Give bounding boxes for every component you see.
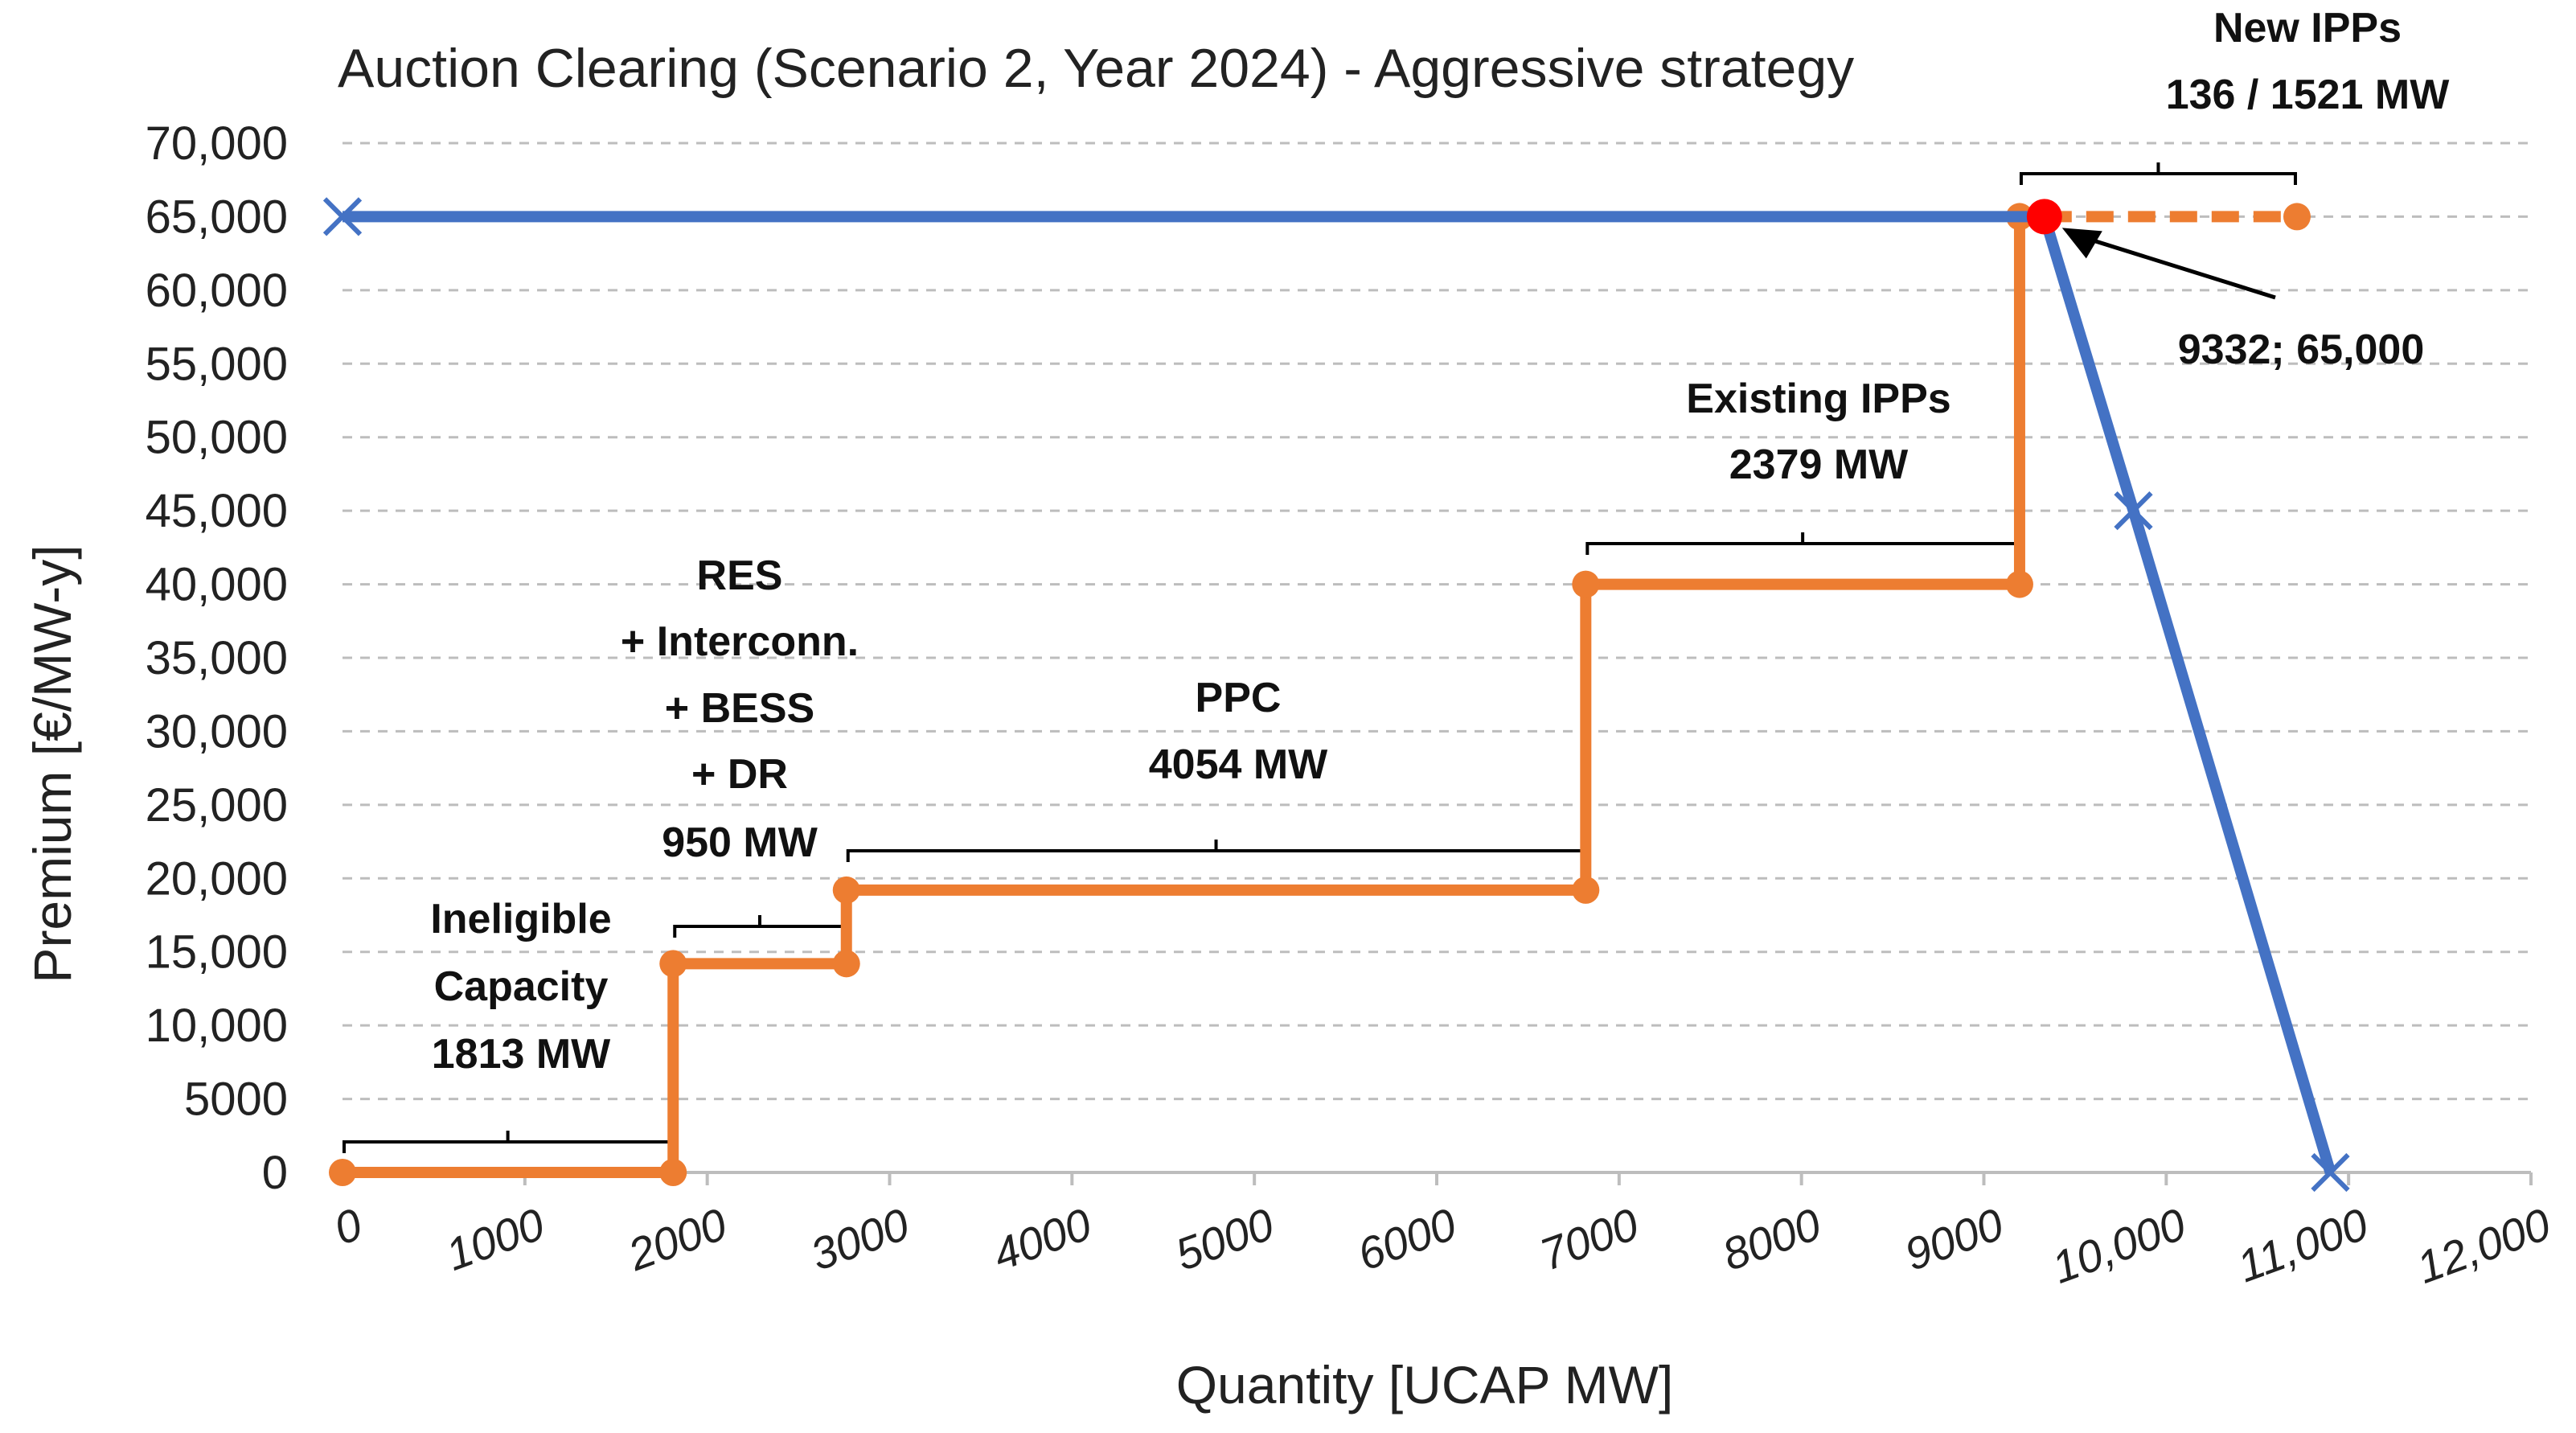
y-tick-label: 65,000 (146, 191, 288, 243)
bracket-existing (1585, 532, 2020, 555)
annotation-res-line: RES (697, 552, 783, 599)
x-tick-label: 11,000 (2231, 1198, 2375, 1291)
y-tick-label: 55,000 (146, 338, 288, 390)
clearing-point-label: 9332; 65,000 (2178, 326, 2425, 373)
y-tick-label: 35,000 (146, 632, 288, 684)
series-point (2114, 491, 2153, 531)
annotation-res-line: + BESS (665, 685, 814, 732)
annotations: Ineligible Capacity 1813 MW RES + Interconn.… (343, 5, 2451, 1153)
y-tick-label: 0 (262, 1147, 288, 1199)
annotation-ineligible-line: Capacity (434, 963, 609, 1010)
y-tick-label: 15,000 (146, 926, 288, 979)
series-point (322, 197, 363, 236)
annotation-res-line: + DR (691, 751, 788, 798)
x-tick-label: 6000 (1351, 1198, 1462, 1280)
x-tick-label: 10,000 (2045, 1198, 2192, 1293)
series-point (659, 950, 687, 978)
chart-title: Auction Clearing (Scenario 2, Year 2024)… (338, 38, 1854, 99)
clearing-arrow-line (2068, 231, 2276, 300)
annotation-ppc-line: 4054 MW (1149, 741, 1328, 788)
series-point (1572, 876, 1600, 904)
bracket-ppc (846, 840, 1586, 862)
annotation-existing-line: 2379 MW (1729, 441, 1909, 488)
annotation-existing-line: Existing IPPs (1686, 376, 1950, 422)
annotation-res-line: + Interconn. (621, 618, 859, 665)
x-marker-stroke (322, 197, 363, 236)
y-tick-labels: 0 5000 10,000 15,000 20,000 25,000 30,000 35,00… (146, 117, 288, 1199)
bracket-new (2019, 162, 2297, 185)
series-line-1 (343, 211, 2045, 1178)
bracket-res (673, 915, 847, 938)
annotation-res-line: 950 MW (662, 819, 818, 866)
annotation-ineligible-line: Ineligible (430, 896, 611, 942)
x-tick-label: 9000 (1898, 1198, 2010, 1280)
annotation-ineligible-line: 1813 MW (432, 1031, 611, 1078)
series (322, 197, 2350, 1193)
annotation-new-line: New IPPs (2213, 5, 2402, 51)
clearing-arrow-head (2061, 228, 2102, 259)
series-point (2283, 203, 2311, 231)
series-point (1572, 570, 1600, 598)
y-tick-label: 5000 (184, 1074, 288, 1126)
y-tick-label: 40,000 (146, 559, 288, 611)
x-tick-label: 7000 (1533, 1198, 1645, 1280)
x-tick-label: 5000 (1169, 1198, 1281, 1280)
x-marker-stroke (2114, 491, 2153, 531)
series-point (2311, 1152, 2350, 1193)
x-tick-label: 2000 (621, 1198, 733, 1280)
y-tick-label: 70,000 (146, 117, 288, 170)
annotation-new-line: 136 / 1521 MW (2166, 72, 2451, 118)
gridlines (343, 142, 2531, 1174)
y-tick-label: 20,000 (146, 852, 288, 905)
y-tick-label: 30,000 (146, 705, 288, 758)
bracket-ineligible (343, 1131, 674, 1153)
y-tick-label: 45,000 (146, 485, 288, 537)
clearing-point (2026, 199, 2062, 235)
x-tick-label: 3000 (804, 1198, 916, 1280)
y-tick-label: 50,000 (146, 412, 288, 464)
series-point (2005, 570, 2033, 598)
annotation-ppc-line: PPC (1196, 675, 1282, 721)
x-tick-label: 4000 (987, 1198, 1098, 1280)
x-tick-labels: 0 1000 2000 3000 4000 5000 6000 7000 8000 9000 10,… (327, 1172, 2557, 1293)
y-tick-label: 10,000 (146, 1000, 288, 1052)
y-axis-label: Premium [€/MW-y] (23, 544, 82, 983)
x-tick-label: 12,000 (2410, 1198, 2557, 1293)
x-tick-label: 1000 (439, 1198, 551, 1280)
series-point (832, 950, 860, 978)
x-tick-label: 8000 (1716, 1198, 1827, 1280)
y-tick-label: 25,000 (146, 779, 288, 831)
series-point (832, 876, 860, 904)
series-point (329, 1159, 356, 1186)
series-point (659, 1159, 687, 1186)
y-tick-label: 60,000 (146, 265, 288, 317)
x-marker-stroke (2311, 1152, 2350, 1193)
x-axis-label: Quantity [UCAP MW] (1176, 1355, 1674, 1415)
x-tick-label: 0 (327, 1198, 368, 1254)
series-line-0 (343, 211, 2336, 1174)
